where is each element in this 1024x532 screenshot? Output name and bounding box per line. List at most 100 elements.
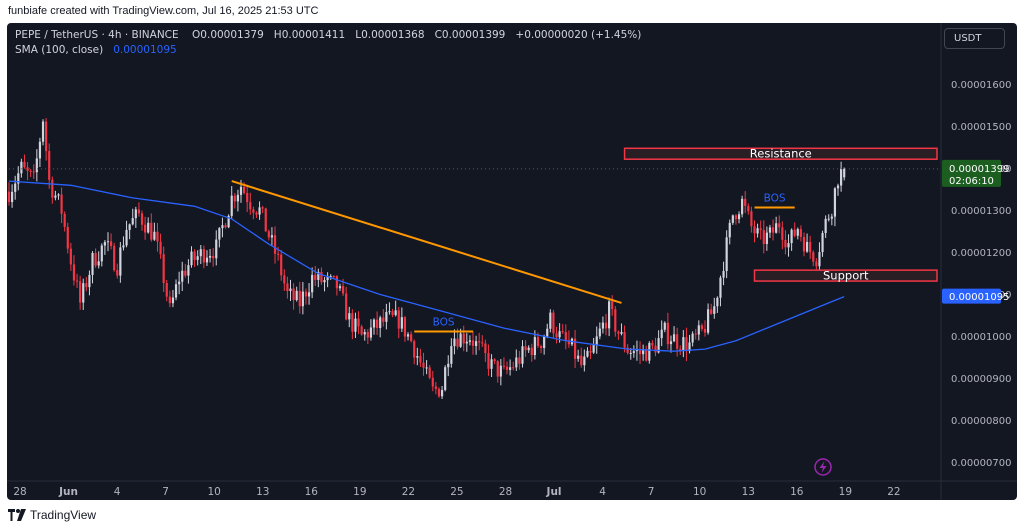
candle-body[interactable] — [716, 297, 719, 307]
candle-body[interactable] — [558, 331, 561, 338]
candle-body[interactable] — [669, 341, 673, 345]
candle-body[interactable] — [224, 225, 227, 228]
candle-body[interactable] — [713, 306, 716, 314]
candle-body[interactable] — [360, 326, 363, 335]
candle-body[interactable] — [778, 223, 781, 228]
candle-body[interactable] — [805, 241, 809, 252]
candle-body[interactable] — [447, 363, 450, 368]
candle-body[interactable] — [140, 213, 144, 225]
candle-body[interactable] — [403, 317, 407, 337]
candle-body[interactable] — [60, 194, 63, 214]
candle-body[interactable] — [530, 347, 533, 356]
candle-body[interactable] — [286, 283, 289, 292]
candle-body[interactable] — [459, 333, 462, 347]
candle-body[interactable] — [471, 340, 475, 346]
candle-body[interactable] — [728, 222, 731, 238]
candle-body[interactable] — [428, 367, 431, 378]
candle-body[interactable] — [682, 337, 685, 351]
candle-body[interactable] — [125, 229, 128, 246]
candle-body[interactable] — [824, 218, 827, 234]
candle-body[interactable] — [208, 255, 212, 258]
candle-body[interactable] — [298, 290, 301, 307]
candle-body[interactable] — [144, 224, 147, 233]
candle-body[interactable] — [314, 274, 317, 280]
candle-body[interactable] — [14, 183, 17, 192]
candle-body[interactable] — [790, 229, 793, 244]
candle-body[interactable] — [685, 337, 688, 352]
candle-body[interactable] — [756, 228, 759, 234]
candle-body[interactable] — [17, 173, 20, 184]
candle-body[interactable] — [833, 188, 837, 217]
candle-body[interactable] — [484, 343, 487, 354]
candle-body[interactable] — [249, 202, 252, 210]
candle-body[interactable] — [82, 283, 85, 303]
candle-body[interactable] — [747, 205, 750, 212]
candle-body[interactable] — [94, 252, 97, 266]
candle-body[interactable] — [539, 346, 543, 348]
candle-body[interactable] — [440, 390, 444, 397]
candle-body[interactable] — [450, 346, 453, 364]
candle-body[interactable] — [787, 243, 790, 248]
candle-body[interactable] — [69, 248, 72, 265]
candle-body[interactable] — [32, 171, 35, 173]
candle-body[interactable] — [48, 151, 51, 180]
legend-sma-row[interactable]: SMA (100, close) 0.00001095 — [15, 44, 641, 59]
candle-body[interactable] — [722, 270, 725, 278]
candle-body[interactable] — [131, 218, 134, 225]
candle-body[interactable] — [317, 271, 320, 280]
candle-body[interactable] — [663, 322, 666, 330]
candle-body[interactable] — [490, 359, 493, 369]
candle-body[interactable] — [561, 331, 564, 333]
candle-body[interactable] — [174, 284, 178, 298]
candle-body[interactable] — [648, 343, 651, 361]
candle-body[interactable] — [178, 281, 181, 285]
candle-body[interactable] — [221, 225, 224, 229]
candle-body[interactable] — [434, 386, 437, 389]
candle-body[interactable] — [765, 232, 768, 244]
candle-body[interactable] — [165, 282, 168, 297]
candle-body[interactable] — [700, 325, 704, 329]
candlestick-chart[interactable]: 0.000016000.000015000.000014000.00001300… — [7, 23, 1017, 500]
candle-body[interactable] — [703, 328, 707, 333]
candle-body[interactable] — [156, 231, 159, 242]
candle-body[interactable] — [623, 332, 626, 348]
candle-body[interactable] — [796, 229, 799, 236]
candle-body[interactable] — [199, 249, 202, 257]
candle-body[interactable] — [153, 231, 156, 240]
candle-body[interactable] — [524, 346, 527, 351]
candle-body[interactable] — [809, 241, 812, 253]
candle-body[interactable] — [638, 349, 642, 355]
candle-body[interactable] — [741, 198, 744, 215]
candle-body[interactable] — [750, 211, 753, 227]
candle-body[interactable] — [79, 281, 82, 303]
candle-body[interactable] — [75, 280, 79, 282]
candle-body[interactable] — [369, 327, 373, 338]
candle-body[interactable] — [45, 121, 48, 152]
candle-body[interactable] — [137, 209, 141, 214]
candle-body[interactable] — [212, 255, 215, 259]
candle-body[interactable] — [527, 347, 530, 351]
candle-body[interactable] — [654, 345, 657, 353]
candle-body[interactable] — [218, 228, 221, 240]
candle-body[interactable] — [51, 179, 54, 198]
candle-body[interactable] — [357, 318, 360, 327]
candle-body[interactable] — [812, 252, 815, 262]
support-zone[interactable] — [753, 269, 938, 282]
candle-body[interactable] — [345, 293, 348, 320]
candle-body[interactable] — [419, 356, 422, 363]
candle-body[interactable] — [431, 377, 434, 387]
candle-body[interactable] — [196, 256, 199, 260]
candle-body[interactable] — [688, 342, 691, 352]
candle-body[interactable] — [672, 334, 676, 342]
candle-body[interactable] — [413, 341, 416, 358]
candle-body[interactable] — [635, 349, 639, 352]
candle-body[interactable] — [391, 311, 394, 316]
candle-body[interactable] — [543, 336, 546, 348]
candle-body[interactable] — [843, 168, 846, 178]
candle-body[interactable] — [536, 337, 540, 347]
candle-body[interactable] — [57, 194, 60, 196]
candle-body[interactable] — [277, 253, 280, 255]
candle-body[interactable] — [134, 209, 137, 219]
candle-body[interactable] — [425, 367, 428, 369]
candle-body[interactable] — [731, 215, 734, 223]
